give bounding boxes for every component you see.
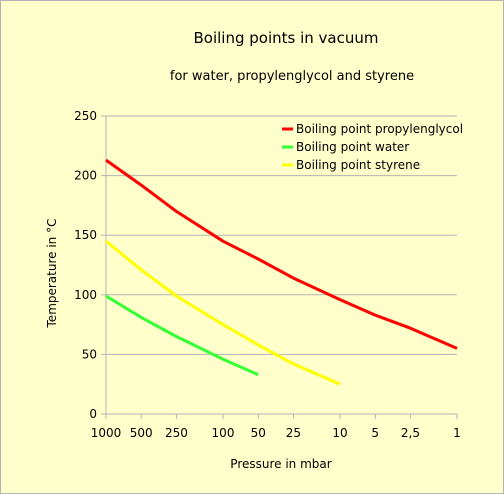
x-tick-label: 250: [165, 426, 188, 440]
legend-label: Boiling point styrene: [296, 158, 420, 172]
legend: Boiling point propylenglycol Boiling poin…: [282, 122, 463, 172]
x-axis-label: Pressure in mbar: [230, 457, 331, 471]
y-tick-label: 200: [74, 169, 97, 183]
x-tick-label: 2,5: [401, 426, 420, 440]
x-tick-label: 1000: [91, 426, 122, 440]
series-lines: [105, 158, 458, 386]
y-tick-label: 100: [74, 288, 97, 302]
series-line: [105, 158, 458, 350]
series-line: [105, 240, 341, 386]
x-tick-label: 100: [212, 426, 235, 440]
grid-lines: [106, 115, 457, 355]
legend-label: Boiling point propylenglycol: [296, 122, 463, 136]
x-tick-label: 5: [371, 426, 379, 440]
y-tick-label: 150: [74, 228, 97, 242]
y-axis-label: Temperature in °C: [45, 219, 59, 329]
chart-subtitle: for water, propylenglycol and styrene: [170, 69, 414, 84]
series-line: [105, 294, 259, 377]
y-tick-label: 50: [82, 347, 97, 361]
axes: [101, 115, 458, 419]
x-tick-label: 10: [332, 426, 347, 440]
y-tick-label: 250: [74, 109, 97, 123]
x-tick-label: 50: [251, 426, 266, 440]
legend-label: Boiling point water: [296, 140, 409, 154]
x-tick-label: 25: [286, 426, 301, 440]
y-tick-label: 0: [89, 407, 97, 421]
y-tick-labels: 0 50 100 150 200 250: [74, 109, 97, 421]
chart-title: Boiling points in vacuum: [194, 29, 379, 47]
x-tick-label: 500: [130, 426, 153, 440]
x-tick-label: 1: [453, 426, 461, 440]
x-tick-labels: 1000 500 250 100 50 25 10 5 2,5 1: [91, 426, 461, 440]
